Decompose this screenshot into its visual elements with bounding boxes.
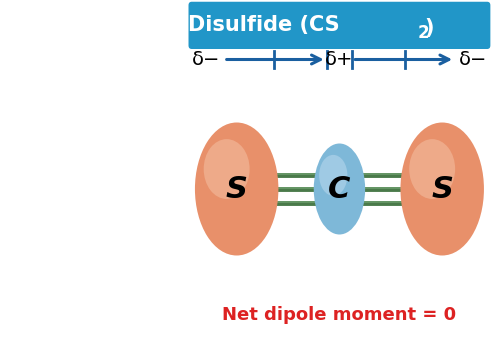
Text: S: S [431, 175, 453, 203]
Text: Net dipole moment = 0: Net dipole moment = 0 [222, 306, 456, 324]
Ellipse shape [319, 155, 348, 196]
Text: 2: 2 [417, 24, 429, 42]
Ellipse shape [195, 122, 278, 256]
Text: C: C [328, 175, 350, 203]
Ellipse shape [314, 144, 365, 235]
Text: ): ) [424, 18, 434, 38]
Text: δ−: δ− [192, 50, 220, 69]
Ellipse shape [400, 122, 484, 256]
Text: S: S [226, 175, 248, 203]
Text: δ−: δ− [458, 50, 487, 69]
Ellipse shape [204, 139, 250, 199]
Ellipse shape [409, 139, 455, 199]
FancyBboxPatch shape [188, 2, 490, 49]
Text: Polarity of Carbon Disulfide (CS: Polarity of Carbon Disulfide (CS [0, 15, 340, 35]
Text: δ+: δ+ [325, 50, 354, 69]
